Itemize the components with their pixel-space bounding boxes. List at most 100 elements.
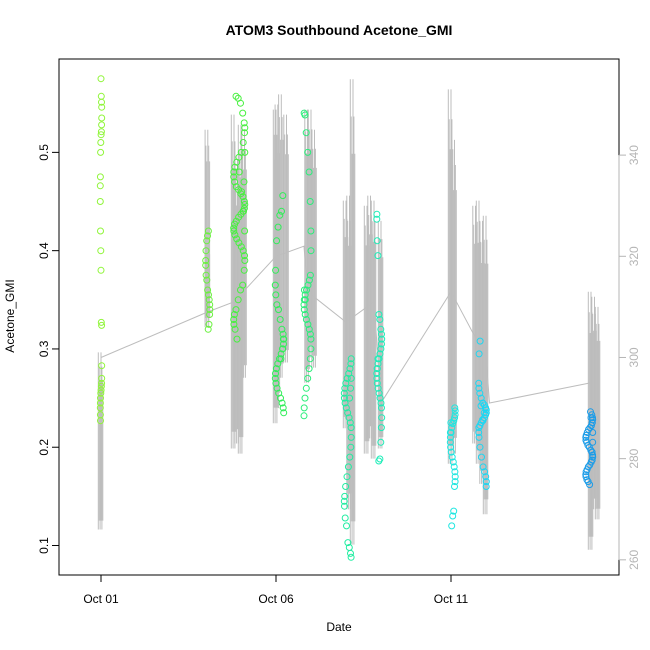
x-axis: Oct 01 Oct 06 Oct 11 <box>83 574 469 606</box>
data-point <box>301 394 309 402</box>
data-point <box>97 386 105 394</box>
y-tick-label: 0.3 <box>37 340 51 357</box>
data-point <box>342 483 350 490</box>
data-point <box>307 227 315 235</box>
data-point <box>482 483 490 490</box>
data-point <box>481 468 489 476</box>
data-point <box>475 379 483 387</box>
data-point <box>346 453 354 461</box>
data-point <box>277 350 285 358</box>
data-point <box>342 404 350 412</box>
data-point <box>237 243 245 251</box>
data-point <box>238 188 246 196</box>
data-point <box>230 311 238 318</box>
data-point <box>476 443 484 451</box>
data-point <box>482 478 490 486</box>
data-point <box>279 335 287 343</box>
data-point <box>97 227 104 235</box>
data-point <box>239 109 247 117</box>
data-point <box>231 220 239 228</box>
data-point <box>450 507 458 515</box>
data-point <box>230 227 238 235</box>
data-point <box>230 320 238 328</box>
data-point <box>589 451 597 459</box>
data-point <box>278 325 286 333</box>
data-point <box>205 291 212 299</box>
data-point <box>475 429 483 436</box>
data-point <box>203 276 211 284</box>
data-point <box>206 311 214 318</box>
data-point <box>300 306 308 314</box>
data-point <box>374 360 382 368</box>
data-point <box>344 539 352 547</box>
data-point <box>272 365 280 373</box>
data-point <box>275 389 283 397</box>
data-point <box>279 345 286 353</box>
data-point <box>271 281 279 289</box>
data-point <box>344 409 352 417</box>
data-point <box>277 394 284 402</box>
data-point <box>477 394 485 402</box>
data-point <box>374 252 382 260</box>
data-point <box>306 271 314 279</box>
data-point <box>448 424 456 432</box>
data-point <box>276 316 284 323</box>
data-point <box>237 286 244 294</box>
data-point <box>277 355 285 363</box>
data-point <box>447 443 455 451</box>
y-axis-label: Acetone_GMI <box>3 279 17 352</box>
data-point <box>347 355 355 363</box>
data-point <box>477 402 485 410</box>
data-point <box>235 168 243 176</box>
data-point <box>232 306 240 314</box>
data-point <box>451 473 459 481</box>
data-point <box>97 131 105 139</box>
data-point <box>303 286 310 294</box>
data-point <box>300 301 308 309</box>
data-point <box>587 414 595 422</box>
data-point <box>97 139 105 146</box>
data-point <box>589 438 597 446</box>
data-point <box>300 412 308 420</box>
data-point <box>378 330 385 338</box>
data-point <box>280 409 288 417</box>
data-point <box>451 483 458 490</box>
data-point <box>346 365 354 373</box>
data-point <box>475 424 483 432</box>
data-point <box>449 458 457 466</box>
data-point <box>204 232 211 240</box>
data-point <box>340 497 348 505</box>
data-point <box>98 114 106 122</box>
data-point <box>347 549 354 557</box>
data-point <box>582 433 590 441</box>
data-point <box>233 235 241 243</box>
data-point <box>341 514 349 522</box>
data-point <box>341 399 349 407</box>
data-point <box>302 384 310 392</box>
data-point <box>451 468 459 476</box>
data-point <box>451 478 459 486</box>
data-point <box>98 121 106 129</box>
data-point <box>347 433 355 441</box>
data-point <box>241 124 249 132</box>
data-point <box>241 148 249 156</box>
data-point <box>480 409 488 417</box>
data-point <box>272 291 280 299</box>
data-point <box>373 237 381 245</box>
data-point <box>588 411 596 419</box>
data-point <box>478 453 485 461</box>
x-tick-label: Oct 11 <box>434 592 469 606</box>
data-point <box>97 394 104 402</box>
data-point <box>202 271 210 279</box>
y-tick-label: 0.1 <box>37 537 51 554</box>
data-point <box>273 301 281 309</box>
data-point <box>301 291 309 299</box>
x-tick-label: Oct 06 <box>258 592 294 606</box>
data-point <box>240 178 248 186</box>
data-point <box>476 389 484 397</box>
data-point <box>304 320 312 328</box>
data-point <box>204 227 212 235</box>
data-point <box>378 414 386 422</box>
data-point <box>203 237 211 245</box>
